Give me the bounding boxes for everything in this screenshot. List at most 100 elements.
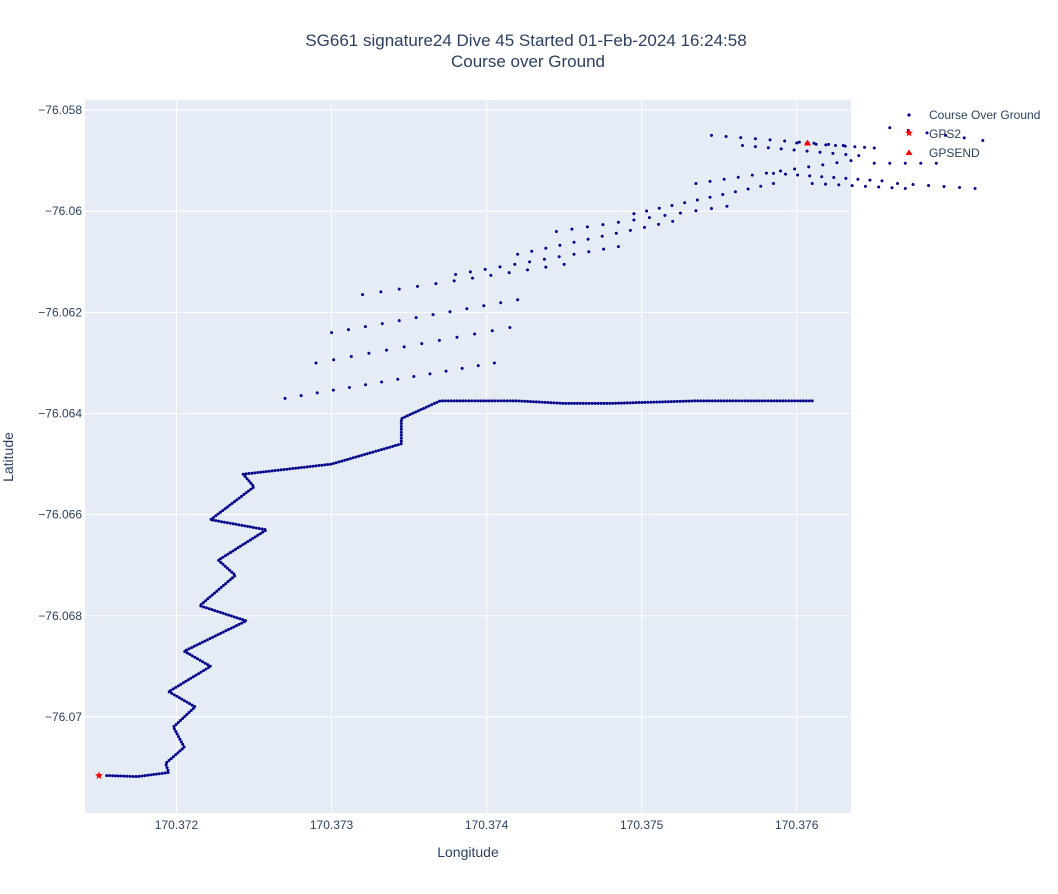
course-point xyxy=(190,646,194,650)
course-point xyxy=(391,444,395,448)
course-point xyxy=(919,161,923,165)
course-point xyxy=(189,676,193,680)
course-point xyxy=(605,401,609,405)
course-point xyxy=(877,185,881,189)
course-point xyxy=(367,351,371,355)
course-point xyxy=(733,190,737,194)
course-point xyxy=(160,771,164,775)
course-point xyxy=(850,184,854,188)
course-point xyxy=(444,369,448,373)
course-point xyxy=(544,265,548,269)
course-point xyxy=(561,401,565,405)
course-point xyxy=(646,400,650,404)
course-point xyxy=(245,477,249,481)
course-point xyxy=(111,774,115,778)
course-point xyxy=(661,400,665,404)
course-point xyxy=(243,619,247,623)
course-point xyxy=(213,634,217,638)
course-point xyxy=(193,705,197,709)
course-point xyxy=(430,403,434,407)
course-point xyxy=(134,775,138,779)
course-point xyxy=(263,528,267,532)
course-point xyxy=(844,153,848,156)
course-point xyxy=(783,139,787,143)
legend-item-gps2[interactable]: GPS2 xyxy=(905,127,961,141)
course-point xyxy=(214,514,218,518)
course-point xyxy=(403,415,407,419)
course-point xyxy=(225,521,229,525)
course-point xyxy=(185,651,189,655)
course-point xyxy=(705,399,709,403)
course-point xyxy=(397,287,401,291)
course-point xyxy=(157,772,161,776)
legend-item-course[interactable]: Course Over Ground xyxy=(907,108,1040,122)
course-point xyxy=(649,400,653,404)
course-point xyxy=(177,735,181,739)
course-point xyxy=(385,446,389,450)
course-point xyxy=(473,332,477,336)
course-point xyxy=(264,470,268,474)
course-point xyxy=(888,161,892,165)
plot-area xyxy=(85,100,851,813)
course-point xyxy=(340,459,344,463)
course-point xyxy=(214,519,218,523)
course-point xyxy=(616,245,620,249)
course-point xyxy=(525,268,529,272)
course-point xyxy=(397,319,401,323)
x-tick-label: 170.372 xyxy=(155,818,199,832)
course-point xyxy=(221,611,225,615)
course-point xyxy=(213,609,217,613)
course-point xyxy=(872,146,876,150)
course-point xyxy=(247,479,251,483)
course-point xyxy=(180,697,184,701)
course-point xyxy=(262,470,266,474)
legend-gpsend-triangle-marker xyxy=(905,149,913,155)
course-point xyxy=(824,143,828,147)
course-point xyxy=(282,468,286,472)
course-point xyxy=(696,399,700,403)
course-point xyxy=(934,161,938,165)
course-point xyxy=(297,466,301,470)
legend-item-gpsend[interactable]: GPSEND xyxy=(905,146,981,160)
course-point xyxy=(219,560,223,564)
course-point xyxy=(567,401,571,405)
course-point xyxy=(808,174,812,178)
course-point xyxy=(235,616,239,620)
course-point xyxy=(216,609,220,613)
course-point xyxy=(193,655,197,659)
course-point xyxy=(837,183,841,187)
course-point xyxy=(208,664,212,668)
course-over-ground-series xyxy=(105,126,985,779)
course-point xyxy=(586,237,590,241)
course-point xyxy=(552,401,556,405)
course-point xyxy=(492,361,496,365)
course-point xyxy=(543,400,547,404)
course-point xyxy=(399,442,403,446)
course-point xyxy=(399,439,403,443)
course-point xyxy=(784,172,788,176)
course-point xyxy=(125,774,129,778)
course-point xyxy=(175,732,179,736)
course-point xyxy=(203,639,207,643)
y-tick-label: −76.064 xyxy=(38,407,82,421)
course-point xyxy=(752,399,756,403)
course-point xyxy=(753,137,757,141)
course-point xyxy=(631,401,635,405)
course-point xyxy=(171,687,175,691)
course-point xyxy=(208,637,212,641)
course-point xyxy=(681,399,685,403)
course-point xyxy=(194,673,198,677)
y-tick-label: −76.058 xyxy=(38,103,82,117)
course-point xyxy=(645,209,649,213)
course-point xyxy=(507,271,511,275)
course-point xyxy=(739,136,743,140)
course-point xyxy=(801,399,805,403)
course-point xyxy=(452,399,456,403)
course-point xyxy=(511,399,515,403)
course-point xyxy=(962,136,966,140)
course-point xyxy=(454,272,458,276)
course-point xyxy=(247,489,251,493)
course-point xyxy=(446,399,450,403)
course-point xyxy=(196,672,200,676)
course-point xyxy=(557,255,561,259)
